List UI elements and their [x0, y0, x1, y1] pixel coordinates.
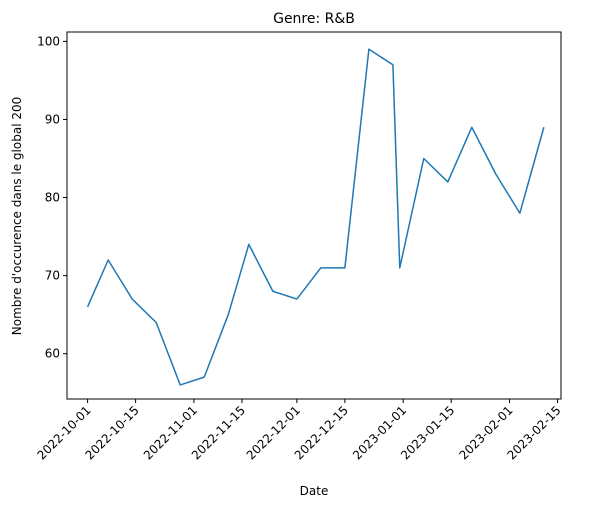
y-tick-label: 100 [37, 34, 60, 48]
series-line-0 [86, 48, 545, 386]
plot-frame [66, 31, 562, 400]
y-axis: 60 70 80 90 100 [37, 34, 67, 361]
y-axis-title: Nombre d'occurence dans le global 200 [10, 97, 24, 336]
chart-title: Genre: R&B [273, 11, 355, 27]
plot-area [86, 48, 545, 386]
y-tick-label: 80 [45, 191, 60, 205]
y-tick-label: 60 [45, 347, 60, 361]
x-axis-title: Date [300, 484, 329, 498]
y-tick-label: 90 [45, 112, 60, 126]
y-tick-label: 70 [45, 269, 60, 283]
